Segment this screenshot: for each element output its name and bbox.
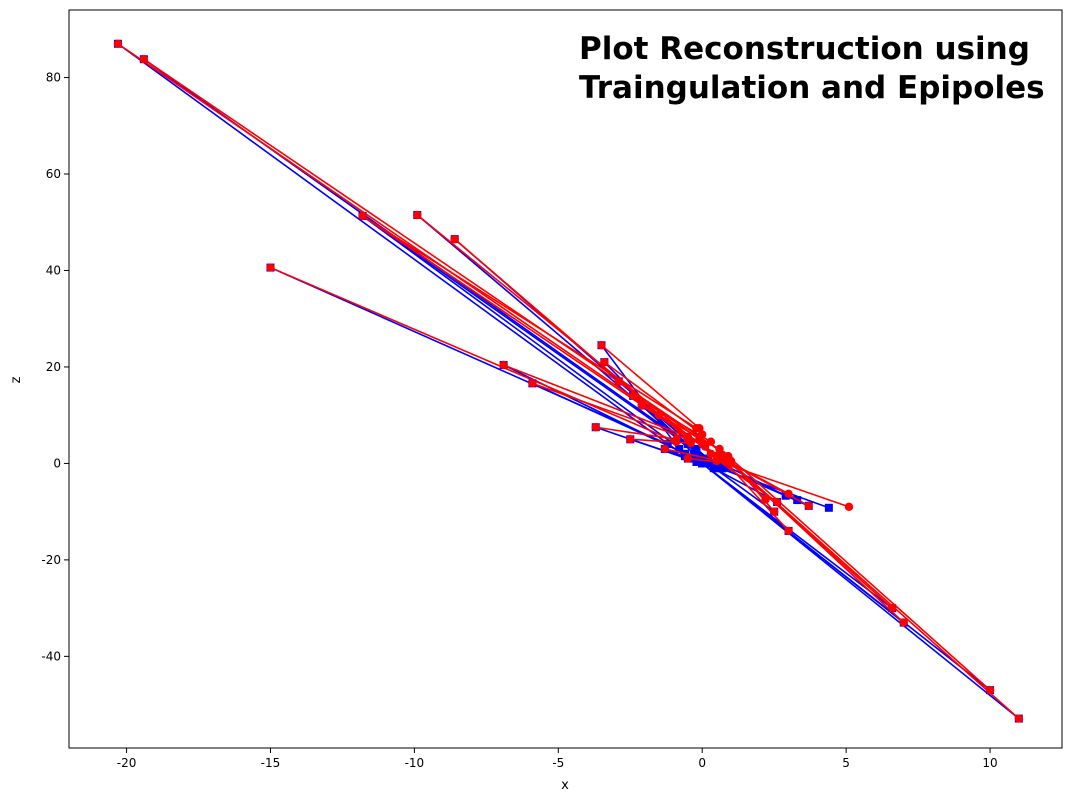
series-1-point-12-0 xyxy=(600,357,609,367)
y-tick-label-4: 40 xyxy=(46,263,61,277)
series-1-point-27-0 xyxy=(804,501,813,511)
series-1-point-29-0 xyxy=(761,495,770,504)
series-1-point-9-1 xyxy=(672,435,681,444)
series-0-point-5-1 xyxy=(692,444,701,453)
x-tick-label-1: -15 xyxy=(261,756,281,770)
y-tick-label-3: 20 xyxy=(46,360,61,374)
series-0-segment-0 xyxy=(117,43,686,457)
series-1-point-7-1 xyxy=(683,432,693,442)
series-1-segment-22 xyxy=(724,457,893,609)
series-1-point-25-0 xyxy=(772,497,782,507)
y-axis-label: z xyxy=(9,376,24,383)
series-1-segment-8 xyxy=(532,382,703,445)
series-1-point-13-0 xyxy=(614,377,623,386)
series-1-point-9-0 xyxy=(591,423,600,432)
series-1-segment-10 xyxy=(630,438,691,444)
series-1-point-4-0 xyxy=(413,210,422,220)
series-1-segment-0 xyxy=(117,43,723,460)
series-1-segment-6 xyxy=(270,266,677,443)
series-1-segment-12 xyxy=(603,361,703,436)
series-1-point-6-0 xyxy=(266,263,275,272)
series-1-point-8-0 xyxy=(528,379,537,388)
series-0-segment-3 xyxy=(362,215,718,467)
series-1-point-24-0 xyxy=(769,507,779,516)
series-1-point-7-0 xyxy=(499,360,508,370)
x-axis: -20 -15 -10 -5 0 5 10 xyxy=(117,748,998,770)
series-1-segment-14 xyxy=(632,395,712,443)
y-tick-label-6: 80 xyxy=(46,71,61,85)
series-1-point-10-1 xyxy=(686,438,695,448)
series-1-point-20-0 xyxy=(985,685,995,695)
series-0-point-12-1 xyxy=(689,449,698,458)
x-axis-label: x xyxy=(561,778,569,793)
y-axis: -40 -20 0 20 40 60 80 xyxy=(41,71,69,663)
series-1-segment-20 xyxy=(727,455,991,691)
series-1-point-4-1 xyxy=(706,449,716,458)
series-1-point-28-0 xyxy=(784,489,793,498)
x-tick-label-5: 5 xyxy=(842,756,850,770)
series-1-segment-28 xyxy=(724,458,789,495)
axes-frame xyxy=(68,9,1063,749)
series-1-point-22-0 xyxy=(887,603,897,613)
series-0-point-25-1 xyxy=(709,464,718,473)
x-tick-label-2: -10 xyxy=(405,756,425,770)
series-0-segment-23 xyxy=(701,462,790,532)
series-1-segment-9 xyxy=(595,426,677,441)
x-tick-label-0: -20 xyxy=(117,756,137,770)
series-0-point-6-1 xyxy=(663,440,672,449)
series-1-segment-25 xyxy=(716,458,778,503)
series-1-segment-7 xyxy=(503,364,689,438)
y-tick-label-0: -40 xyxy=(41,649,61,663)
series-1-segment-11 xyxy=(600,344,700,429)
y-tick-label-5: 60 xyxy=(46,167,61,181)
series-1-point-1-0 xyxy=(139,55,149,64)
series-1-segment-15 xyxy=(641,404,706,448)
series-1-point-19-0 xyxy=(1014,714,1024,723)
series-1-point-10-0 xyxy=(626,435,635,444)
x-tick-label-4: 0 xyxy=(698,756,706,770)
plot-area xyxy=(113,39,1024,723)
series-1-point-16-0 xyxy=(654,410,664,420)
series-1-point-5-0 xyxy=(450,234,459,244)
chart-title-line-1: Plot Reconstruction using xyxy=(579,31,1030,67)
x-tick-label-6: 10 xyxy=(982,756,997,770)
series-1-point-23-0 xyxy=(784,526,793,536)
series-1-point-26-0 xyxy=(844,502,854,512)
series-1-segment-2 xyxy=(362,215,697,429)
series-0-point-28-1 xyxy=(715,463,724,472)
series-1-point-11-1 xyxy=(695,424,704,433)
series-1-point-21-0 xyxy=(899,618,908,627)
y-tick-label-2: 0 xyxy=(53,456,61,470)
series-1 xyxy=(113,39,1024,723)
series-1-point-17-0 xyxy=(660,444,669,454)
y-tick-label-1: -20 xyxy=(41,553,61,567)
series-1-point-0-0 xyxy=(113,39,123,48)
series-1-point-15-0 xyxy=(637,401,646,410)
series-0-point-11-1 xyxy=(675,444,684,453)
series-1-point-14-0 xyxy=(628,391,638,401)
series-1-point-11-0 xyxy=(597,341,606,350)
series-1-point-15-1 xyxy=(700,442,710,451)
series-0-point-26-0 xyxy=(824,503,833,512)
chart-title-line-2: Traingulation and Epipoles xyxy=(579,70,1045,106)
x-tick-label-3: -5 xyxy=(552,756,564,770)
series-1-point-13-1 xyxy=(695,435,704,444)
series-1-point-14-1 xyxy=(706,437,716,446)
series-1-point-18-0 xyxy=(683,454,693,463)
series-1-point-3-0 xyxy=(358,211,367,221)
series-1-point-29-1 xyxy=(723,454,733,463)
series-0-point-15-1 xyxy=(695,454,704,463)
series-0-point-24-1 xyxy=(703,459,712,468)
series-0-point-23-1 xyxy=(698,459,707,468)
series-1-segment-26 xyxy=(716,460,850,508)
